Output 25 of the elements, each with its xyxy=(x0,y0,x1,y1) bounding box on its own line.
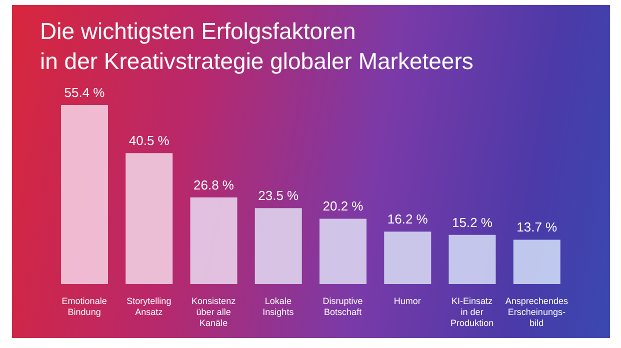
data-label: 23.5 % xyxy=(258,188,300,204)
data-label: 40.5 % xyxy=(128,133,170,148)
bar xyxy=(61,105,108,284)
data-label: 13.7 % xyxy=(516,220,558,235)
data-label: 55.4 % xyxy=(64,85,106,100)
x-tick-label: Lokale Insights xyxy=(262,296,294,317)
data-label: 16.2 % xyxy=(387,212,428,227)
bar xyxy=(448,234,496,284)
x-tick-label: Ansprechendes Erscheinungs- bild xyxy=(505,296,568,328)
bar xyxy=(126,153,173,284)
bar xyxy=(513,240,560,284)
data-label: 26.8 % xyxy=(194,177,234,192)
bar xyxy=(384,232,432,284)
x-tick-label: Disruptive Botschaft xyxy=(322,296,363,317)
x-tick-label: Humor xyxy=(394,296,421,306)
bar xyxy=(320,218,366,284)
x-tick-label: Konsistenz über alle Kanäle xyxy=(192,296,236,328)
bar xyxy=(254,208,302,284)
x-tick-label: KI-Einsatz in der Produktion xyxy=(450,296,494,328)
data-label: 15.2 % xyxy=(452,214,493,230)
chart-title: Die wichtigsten Erfolgsfaktoren in der Kreativstrategie globaler Marketeers xyxy=(40,17,474,76)
data-label: 20.2 % xyxy=(322,198,364,214)
x-tick-label: Storytelling Ansatz xyxy=(126,296,172,317)
bar xyxy=(190,197,238,284)
x-tick-label: Emotionale Bindung xyxy=(62,296,107,317)
